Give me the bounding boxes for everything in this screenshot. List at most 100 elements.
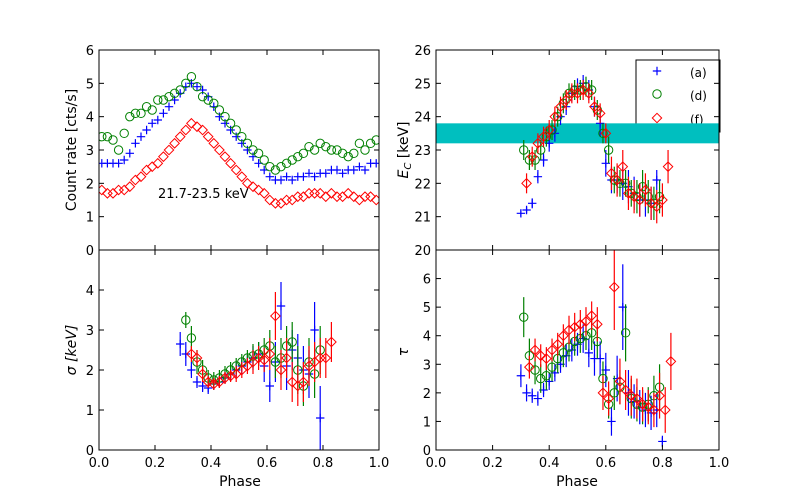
tau-point-d xyxy=(536,373,546,384)
ec-point-f xyxy=(538,131,549,143)
count-point-a xyxy=(276,175,286,185)
tau-point-f xyxy=(552,338,564,350)
count-point-d xyxy=(99,131,107,142)
sigma-point-f xyxy=(185,348,197,360)
ec-point-f xyxy=(555,101,566,113)
count-point-d xyxy=(337,148,348,159)
tau-point-f xyxy=(569,321,581,333)
tau-point-f xyxy=(557,330,569,342)
tau-ytick-label: 3 xyxy=(423,358,431,373)
tau-point-f xyxy=(546,344,558,356)
count-point-d xyxy=(315,138,325,149)
count-point-a xyxy=(372,159,379,168)
sigma-ytick-label: 1 xyxy=(86,404,94,419)
ec-point-a xyxy=(533,172,543,181)
tau-point-f xyxy=(659,404,671,416)
count-point-f xyxy=(236,171,248,183)
tau-point-f xyxy=(580,316,592,327)
ec-point-f xyxy=(623,187,634,199)
ec-point-f xyxy=(606,167,617,179)
count-point-a xyxy=(310,172,319,181)
legend-marker-d xyxy=(652,89,662,99)
count-point-d xyxy=(321,141,331,152)
count-point-d xyxy=(214,105,225,115)
tau-point-a xyxy=(584,348,594,358)
count-point-f xyxy=(230,164,242,176)
ec-ytick-label: 21 xyxy=(414,211,431,226)
ec-point-f xyxy=(526,151,538,163)
count-ytick-label: 2 xyxy=(86,177,94,192)
sigma-point-d xyxy=(287,337,297,347)
count-point-d xyxy=(175,85,185,95)
count-point-f xyxy=(174,131,186,143)
tau-point-f xyxy=(620,384,632,396)
ec-point-d xyxy=(598,128,608,139)
tau-point-a xyxy=(658,437,667,446)
ec-point-f xyxy=(543,124,555,136)
count-point-d xyxy=(197,91,208,102)
legend-marker-f xyxy=(651,112,663,124)
count-point-d xyxy=(141,101,152,112)
tau-point-f xyxy=(625,390,637,402)
sigma-point-f xyxy=(253,352,265,364)
sigma-point-f xyxy=(281,352,293,364)
count-point-d xyxy=(253,148,264,159)
count-point-d xyxy=(298,148,309,159)
sigma-point-a xyxy=(276,301,286,311)
tau-xtick-label: 0.8 xyxy=(652,456,673,471)
count-point-a xyxy=(131,139,140,148)
sigma-xlabel: Phase xyxy=(219,474,261,490)
sigma-xtick-label: 0.8 xyxy=(313,456,334,471)
count-point-f xyxy=(247,181,259,193)
count-point-d xyxy=(265,161,275,172)
sigma-point-a xyxy=(265,381,274,391)
sigma-plot-area xyxy=(176,282,337,450)
count-point-d xyxy=(108,135,118,145)
ec-point-f xyxy=(589,101,600,113)
count-point-f xyxy=(99,184,108,196)
tau-xtick-label: 0.2 xyxy=(482,456,503,471)
tau-axes-frame xyxy=(435,249,720,451)
tau-point-f xyxy=(665,356,677,367)
sigma-xtick-label: 0.4 xyxy=(201,456,222,471)
count-point-a xyxy=(355,162,364,171)
tau-ytick-label: 0 xyxy=(423,444,431,459)
count-point-f xyxy=(202,131,214,143)
ec-plot-area xyxy=(516,75,674,224)
count-point-f xyxy=(365,191,377,203)
count-ytick-label: 1 xyxy=(86,211,94,226)
tau-point-f xyxy=(563,324,575,336)
count-point-f xyxy=(169,137,181,149)
tau-point-d xyxy=(609,388,619,398)
count-point-d xyxy=(169,88,180,99)
tau-point-f xyxy=(603,393,615,404)
tau-point-a xyxy=(528,391,537,400)
tau-xtick-label: 0.6 xyxy=(595,456,616,471)
ec-point-d xyxy=(603,145,614,155)
tau-xtick-label: 1.0 xyxy=(709,456,730,471)
ec-reference-band xyxy=(436,123,719,144)
count-point-f xyxy=(135,171,147,183)
count-point-d xyxy=(186,71,197,82)
sigma-point-f xyxy=(225,370,237,382)
count-point-f xyxy=(124,181,136,193)
sigma-xtick-label: 0.2 xyxy=(145,456,166,471)
sigma-point-a xyxy=(310,325,319,335)
sigma-point-f xyxy=(297,376,309,388)
sigma-point-f xyxy=(320,352,332,364)
sigma-point-a xyxy=(187,365,196,375)
tau-xlabel: Phase xyxy=(556,474,598,490)
legend-label-a: (a) xyxy=(690,66,707,80)
tau-point-f xyxy=(529,344,541,356)
tau-ytick-label: 1 xyxy=(423,415,431,430)
tau-point-a xyxy=(607,417,616,426)
count-point-d xyxy=(153,95,163,105)
count-point-d xyxy=(164,91,174,102)
count-point-f xyxy=(197,124,209,136)
tau-point-d xyxy=(558,348,569,358)
count-point-d xyxy=(371,135,379,145)
tau-point-d xyxy=(620,328,631,338)
tau-xtick-label: 0.0 xyxy=(426,456,447,471)
count-point-d xyxy=(225,118,236,129)
